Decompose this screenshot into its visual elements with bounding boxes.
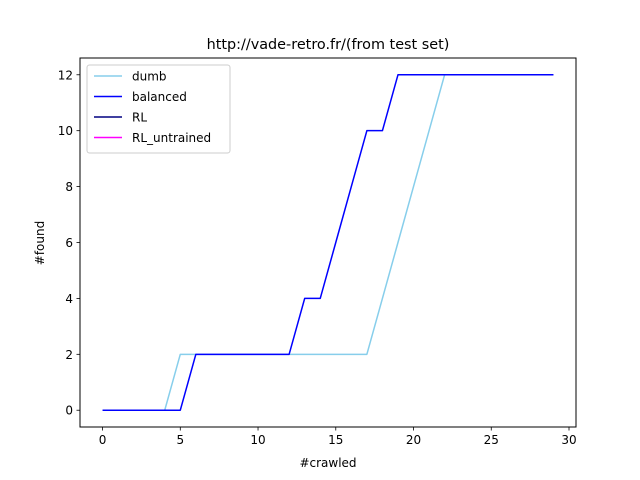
- y-axis-label: #found: [33, 221, 47, 265]
- x-tick-label: 10: [250, 433, 265, 447]
- y-tick-label: 4: [65, 292, 73, 306]
- y-tick-label: 6: [65, 236, 73, 250]
- y-tick-label: 12: [58, 68, 73, 82]
- legend-label-dumb: dumb: [132, 70, 167, 84]
- x-tick-label: 5: [176, 433, 184, 447]
- x-axis-label: #crawled: [299, 456, 356, 470]
- legend-label-balanced: balanced: [132, 90, 187, 104]
- y-axis: 0 2 4 6 8 10 12: [58, 68, 80, 418]
- y-tick-label: 2: [65, 348, 73, 362]
- x-tick-label: 15: [328, 433, 343, 447]
- x-tick-label: 0: [99, 433, 107, 447]
- x-tick-label: 30: [561, 433, 576, 447]
- legend: dumb balanced RL RL_untrained: [86, 64, 231, 154]
- legend-label-rl-untrained: RL_untrained: [132, 131, 211, 145]
- y-tick-label: 0: [65, 404, 73, 418]
- y-tick-label: 10: [58, 124, 73, 138]
- y-tick-label: 8: [65, 180, 73, 194]
- x-tick-label: 25: [484, 433, 499, 447]
- legend-label-rl: RL: [132, 111, 147, 125]
- legend-box: [86, 64, 231, 154]
- chart-title: http://vade-retro.fr/(from test set): [207, 37, 450, 53]
- series-layer: [102, 74, 554, 411]
- x-axis: 0 5 10 15 20 25 30: [99, 427, 577, 447]
- x-tick-label: 20: [406, 433, 421, 447]
- series-line-balanced: [102, 74, 554, 411]
